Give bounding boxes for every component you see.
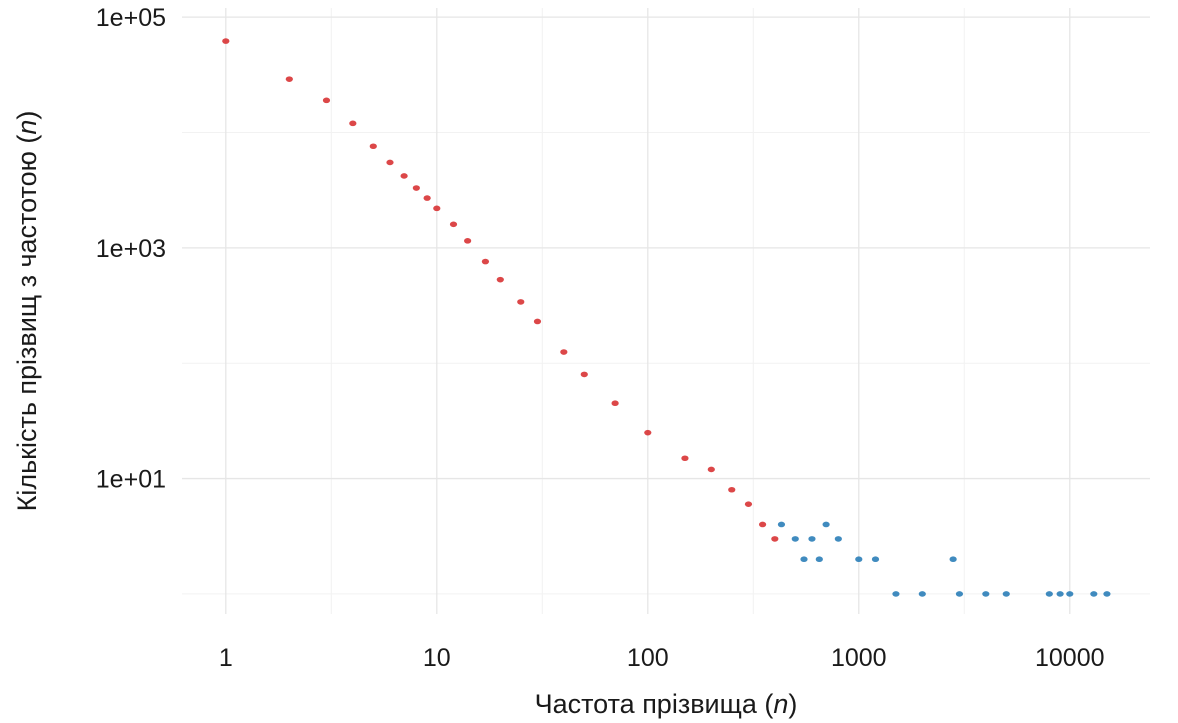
- data-point: [758, 521, 767, 528]
- data-point: [681, 455, 689, 462]
- data-point: [433, 205, 441, 212]
- x-tick-label: 100: [627, 644, 669, 672]
- x-axis-title: Частота прізвища (n): [535, 689, 798, 719]
- data-point: [412, 185, 420, 191]
- data-point: [222, 38, 230, 44]
- data-point: [349, 120, 357, 127]
- grid: [182, 8, 1150, 614]
- data-point: [707, 466, 715, 473]
- data-point: [369, 143, 377, 150]
- y-tick-label: 1e+01: [96, 466, 166, 494]
- data-point: [1045, 591, 1053, 597]
- data-point: [1002, 591, 1010, 597]
- data-point: [464, 238, 472, 244]
- data-point: [423, 195, 431, 201]
- data-point: [815, 556, 823, 563]
- data-point: [400, 173, 408, 179]
- x-tick-label: 1: [219, 644, 233, 672]
- data-point: [1066, 591, 1074, 597]
- data-point: [580, 371, 588, 378]
- data-point: [822, 521, 830, 528]
- y-tick-label: 1e+03: [96, 235, 166, 263]
- data-point: [322, 97, 331, 104]
- data-point: [800, 556, 808, 563]
- data-point: [386, 159, 394, 166]
- data-point: [744, 501, 753, 507]
- data-point: [892, 591, 900, 597]
- data-point: [791, 536, 799, 542]
- y-axis-title: Кількість прізвищ з частотою (n): [12, 111, 42, 512]
- data-point: [560, 349, 568, 355]
- data-point: [611, 400, 619, 407]
- data-point: [982, 591, 990, 597]
- tick-labels: 1 10 100 1000 10000 1e+01 1e+03 1e+05: [96, 4, 1105, 672]
- data-point: [644, 429, 652, 436]
- x-tick-label: 10: [423, 644, 451, 672]
- data-point: [834, 536, 842, 542]
- data-point: [855, 556, 863, 563]
- data-point: [517, 299, 525, 305]
- data-point: [449, 221, 458, 228]
- data-point: [1056, 591, 1064, 597]
- data-point: [777, 521, 786, 528]
- data-points: [222, 38, 1111, 597]
- data-point: [728, 486, 736, 493]
- data-point: [871, 556, 880, 563]
- data-point: [808, 536, 816, 542]
- data-point: [949, 556, 957, 563]
- data-point: [955, 591, 964, 597]
- data-point: [1103, 591, 1111, 597]
- data-point: [533, 318, 542, 325]
- data-point: [771, 536, 779, 542]
- x-tick-label: 1000: [831, 644, 887, 672]
- data-point: [1090, 591, 1098, 597]
- data-point: [285, 76, 293, 82]
- data-point: [918, 591, 926, 597]
- data-point: [496, 276, 504, 283]
- y-tick-label: 1e+05: [96, 4, 166, 32]
- data-point: [481, 258, 490, 265]
- x-tick-label: 10000: [1035, 644, 1105, 672]
